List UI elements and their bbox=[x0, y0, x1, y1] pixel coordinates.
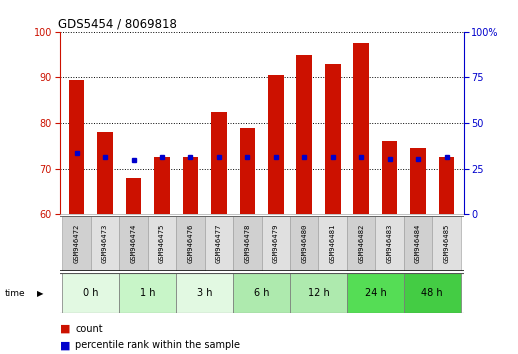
Text: GSM946472: GSM946472 bbox=[74, 224, 80, 263]
Bar bbox=[433, 216, 461, 271]
Text: count: count bbox=[75, 324, 103, 333]
Text: GSM946476: GSM946476 bbox=[188, 224, 193, 263]
Bar bbox=[119, 273, 176, 313]
Bar bbox=[376, 216, 404, 271]
Bar bbox=[91, 216, 119, 271]
Text: ▶: ▶ bbox=[37, 289, 44, 298]
Bar bbox=[211, 112, 227, 214]
Bar bbox=[183, 157, 198, 214]
Text: 6 h: 6 h bbox=[254, 288, 269, 298]
Bar bbox=[126, 178, 141, 214]
Bar bbox=[325, 64, 340, 214]
Bar bbox=[296, 55, 312, 214]
Text: 24 h: 24 h bbox=[365, 288, 386, 298]
Text: GDS5454 / 8069818: GDS5454 / 8069818 bbox=[57, 18, 177, 31]
Bar bbox=[347, 216, 376, 271]
Bar bbox=[233, 273, 290, 313]
Text: GSM946479: GSM946479 bbox=[273, 224, 279, 263]
Bar bbox=[290, 216, 319, 271]
Text: GSM946478: GSM946478 bbox=[244, 224, 250, 263]
Text: GSM946480: GSM946480 bbox=[301, 224, 307, 263]
Bar bbox=[62, 273, 119, 313]
Text: 1 h: 1 h bbox=[140, 288, 155, 298]
Bar bbox=[154, 157, 170, 214]
Bar bbox=[382, 141, 397, 214]
Bar bbox=[439, 157, 454, 214]
Text: GSM946477: GSM946477 bbox=[216, 224, 222, 263]
Bar bbox=[119, 216, 148, 271]
Bar bbox=[176, 273, 233, 313]
Text: GSM946473: GSM946473 bbox=[102, 224, 108, 263]
Bar bbox=[148, 216, 176, 271]
Bar bbox=[404, 216, 433, 271]
Text: GSM946482: GSM946482 bbox=[358, 224, 364, 263]
Text: 3 h: 3 h bbox=[197, 288, 212, 298]
Text: time: time bbox=[5, 289, 26, 298]
Text: ■: ■ bbox=[60, 324, 70, 333]
Bar bbox=[239, 127, 255, 214]
Bar bbox=[97, 132, 113, 214]
Text: percentile rank within the sample: percentile rank within the sample bbox=[75, 340, 240, 350]
Bar bbox=[262, 216, 290, 271]
Bar bbox=[62, 216, 91, 271]
Text: GSM946474: GSM946474 bbox=[131, 224, 137, 263]
Text: GSM946483: GSM946483 bbox=[386, 224, 393, 263]
Bar bbox=[233, 216, 262, 271]
Bar bbox=[268, 75, 284, 214]
Text: GSM946484: GSM946484 bbox=[415, 224, 421, 263]
Text: GSM946485: GSM946485 bbox=[443, 224, 450, 263]
Bar bbox=[404, 273, 461, 313]
Bar bbox=[176, 216, 205, 271]
Bar bbox=[347, 273, 404, 313]
Text: GSM946475: GSM946475 bbox=[159, 224, 165, 263]
Bar bbox=[353, 43, 369, 214]
Text: ■: ■ bbox=[60, 340, 70, 350]
Bar bbox=[69, 80, 84, 214]
Text: 0 h: 0 h bbox=[83, 288, 98, 298]
Text: 48 h: 48 h bbox=[422, 288, 443, 298]
Bar bbox=[290, 273, 347, 313]
Bar bbox=[319, 216, 347, 271]
Text: 12 h: 12 h bbox=[308, 288, 329, 298]
Text: GSM946481: GSM946481 bbox=[330, 224, 336, 263]
Bar bbox=[205, 216, 233, 271]
Bar bbox=[410, 148, 426, 214]
